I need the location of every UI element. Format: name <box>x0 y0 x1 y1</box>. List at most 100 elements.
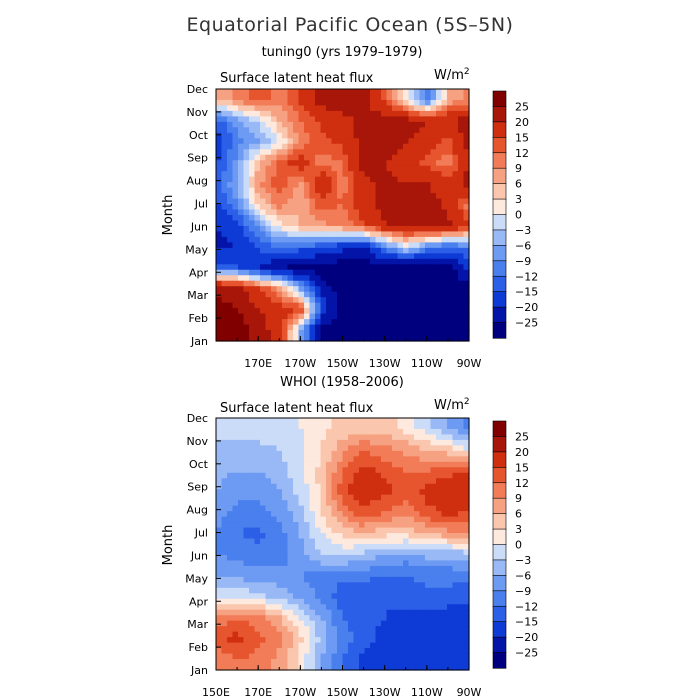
heatmap-cell <box>403 549 410 556</box>
heatmap-cell <box>337 609 344 616</box>
heatmap-cell <box>232 538 239 545</box>
heatmap-cell <box>342 286 349 293</box>
heatmap-cell <box>254 549 261 556</box>
heatmap-cell <box>221 522 228 529</box>
heatmap-cell <box>337 302 344 309</box>
heatmap-cell <box>320 423 327 430</box>
heatmap-cell <box>403 99 410 107</box>
heatmap-cell <box>293 538 300 545</box>
heatmap-cell <box>216 631 223 638</box>
heatmap-cell <box>375 609 382 616</box>
heatmap-cell <box>348 198 355 205</box>
x-tick-label: 170W <box>284 357 316 370</box>
heatmap-cell <box>441 615 448 622</box>
heatmap-cell <box>425 198 432 205</box>
heatmap-cell <box>326 565 333 572</box>
heatmap-cell <box>287 456 294 463</box>
colorbar-label: 12 <box>515 477 529 490</box>
heatmap-cell <box>458 626 465 633</box>
heatmap-cell <box>315 637 322 644</box>
heatmap-cell <box>348 225 355 233</box>
heatmap-cell <box>419 149 426 156</box>
heatmap-cell <box>403 258 410 265</box>
heatmap-cell <box>232 89 239 96</box>
heatmap-cell <box>430 631 437 638</box>
heatmap-cell <box>331 494 338 501</box>
heatmap-cell <box>271 598 278 605</box>
heatmap-cell <box>463 176 470 183</box>
heatmap-cell <box>408 587 415 594</box>
heatmap-cell <box>364 302 371 309</box>
heatmap-cell <box>348 538 355 545</box>
heatmap-cell <box>386 149 393 156</box>
heatmap-cell <box>342 143 349 150</box>
heatmap-cell <box>298 187 305 194</box>
heatmap-cell <box>403 494 410 501</box>
heatmap-cell <box>463 527 470 534</box>
heatmap-cell <box>249 598 256 605</box>
heatmap-cell <box>243 637 250 644</box>
heatmap-cell <box>293 182 300 189</box>
heatmap-cell <box>287 308 294 315</box>
heatmap-cell <box>408 335 415 342</box>
heatmap-cell <box>375 516 382 523</box>
heatmap-cell <box>359 631 366 638</box>
heatmap-cell <box>254 236 261 243</box>
heatmap-cell <box>243 89 250 96</box>
colorbar-label: 12 <box>515 147 529 160</box>
heatmap-cell <box>430 253 437 260</box>
heatmap-cell <box>249 522 256 529</box>
heatmap-cell <box>298 626 305 633</box>
heatmap-cell <box>287 418 294 425</box>
heatmap-cell <box>375 565 382 572</box>
heatmap-cell <box>375 560 382 567</box>
heatmap-cell <box>260 472 267 479</box>
heatmap-cell <box>249 418 256 425</box>
heatmap-cell <box>430 225 437 233</box>
heatmap-cell <box>238 439 245 446</box>
heatmap-cell <box>359 313 366 320</box>
heatmap-cell <box>260 582 267 589</box>
heatmap-cell <box>238 215 245 222</box>
heatmap-cell <box>458 127 465 134</box>
heatmap-cell <box>227 522 234 529</box>
heatmap-cell <box>298 423 305 430</box>
heatmap-cell <box>458 439 465 446</box>
heatmap-cell <box>232 204 239 211</box>
heatmap-cell <box>331 291 338 298</box>
heatmap-cell <box>386 664 393 671</box>
heatmap-cell <box>309 319 316 326</box>
heatmap-cell <box>458 428 465 436</box>
heatmap-cell <box>425 598 432 605</box>
x-tick-label: 90W <box>457 686 482 699</box>
heatmap-cell <box>386 478 393 485</box>
heatmap-cell <box>271 171 278 178</box>
heatmap-cell <box>419 176 426 183</box>
heatmap-cell <box>221 160 228 167</box>
heatmap-cell <box>397 105 404 112</box>
heatmap-cell <box>287 231 294 238</box>
heatmap-cell <box>381 615 388 622</box>
heatmap-cell <box>414 264 421 271</box>
heatmap-cell <box>342 582 349 589</box>
heatmap-cell <box>348 637 355 644</box>
heatmap-cell <box>397 620 404 627</box>
heatmap-cell <box>260 264 267 271</box>
heatmap-cell <box>221 319 228 326</box>
heatmap-cell <box>441 258 448 265</box>
heatmap-cell <box>254 472 261 479</box>
heatmap-cell <box>425 582 432 589</box>
heatmap-cell <box>414 182 421 189</box>
heatmap-cell <box>216 297 223 304</box>
heatmap-cell <box>326 626 333 633</box>
heatmap-cell <box>381 554 388 562</box>
heatmap-cell <box>392 297 399 304</box>
heatmap-cell <box>408 483 415 490</box>
heatmap-cell <box>315 604 322 611</box>
heatmap-cell <box>430 335 437 342</box>
heatmap-cell <box>430 450 437 457</box>
heatmap-cell <box>375 253 382 260</box>
heatmap-cell <box>298 593 305 600</box>
heatmap-cell <box>238 165 245 172</box>
heatmap-cell <box>430 198 437 205</box>
